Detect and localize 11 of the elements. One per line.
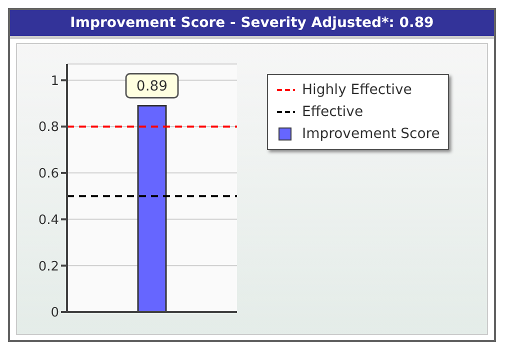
- legend-label: Highly Effective: [302, 82, 412, 98]
- y-tick-label: 0: [50, 306, 59, 321]
- y-tick-label: 0.4: [38, 212, 59, 228]
- legend-label: Improvement Score: [302, 126, 440, 142]
- y-tick-label: 0.8: [38, 120, 59, 136]
- y-tick-label: 0.2: [38, 259, 59, 274]
- legend-label: Effective: [302, 104, 364, 120]
- y-tick-label: 1: [50, 74, 59, 89]
- y-tick-label: 0.6: [38, 166, 59, 182]
- data-label: 0.89: [136, 78, 168, 95]
- chart-title: Improvement Score - Severity Adjusted*: 0.89: [10, 10, 494, 39]
